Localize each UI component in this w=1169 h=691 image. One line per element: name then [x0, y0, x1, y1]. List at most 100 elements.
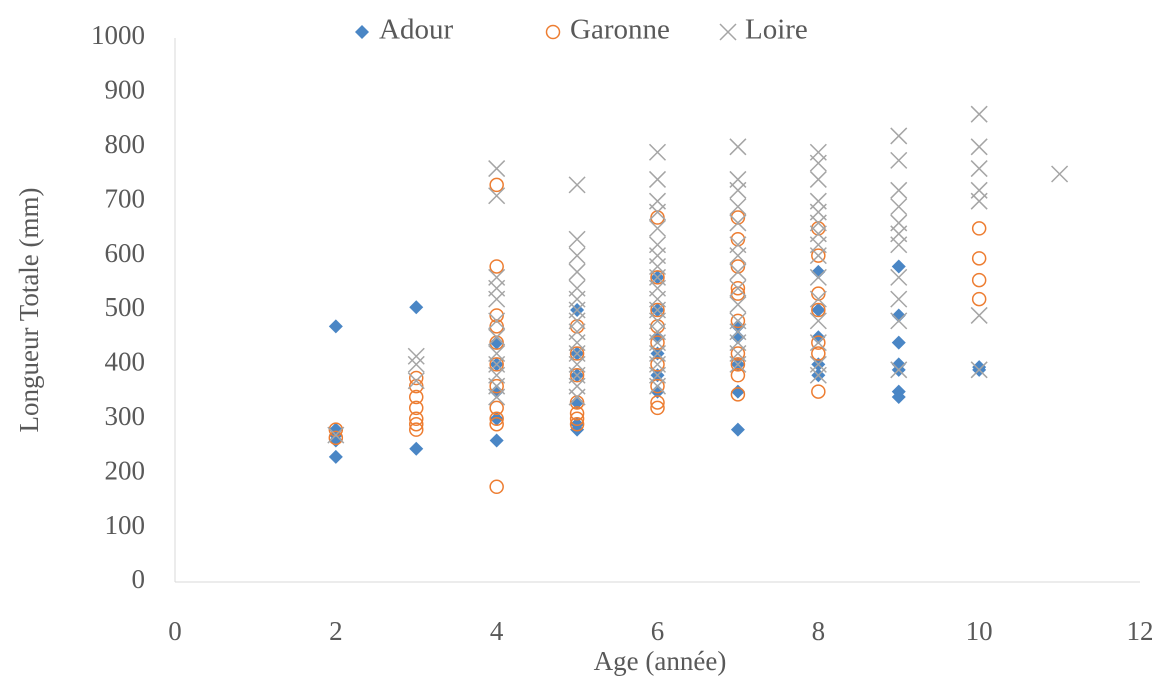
point: [489, 433, 504, 448]
point: [488, 160, 506, 178]
y-tick-label: 700: [105, 183, 146, 213]
point: [809, 290, 827, 308]
legend-label: Adour: [379, 14, 453, 46]
y-tick-label: 300: [105, 401, 146, 431]
point: [650, 384, 665, 399]
point: [811, 346, 826, 361]
point: [489, 335, 504, 350]
point: [570, 422, 585, 437]
point: [730, 422, 745, 437]
point: [327, 426, 345, 444]
point: [489, 357, 504, 372]
point: [811, 335, 826, 350]
point: [648, 219, 667, 237]
point: [328, 430, 344, 446]
point: [648, 377, 667, 395]
point: [409, 422, 424, 437]
y-tick-label: 800: [105, 129, 146, 159]
point: [971, 272, 987, 288]
point: [729, 355, 747, 373]
point: [890, 312, 908, 330]
point: [650, 395, 665, 410]
legend-label: Loire: [745, 14, 808, 46]
point: [489, 177, 504, 193]
y-tick-label: 0: [132, 564, 146, 594]
point: [568, 230, 586, 248]
point: [488, 388, 506, 406]
point: [809, 268, 827, 286]
point: [730, 280, 746, 296]
y-tick-label: 900: [105, 75, 146, 105]
point: [809, 312, 827, 330]
point: [570, 395, 585, 410]
point: [811, 330, 826, 345]
point: [407, 347, 425, 365]
point: [409, 416, 424, 432]
point: [811, 302, 826, 318]
point: [648, 203, 667, 221]
point: [650, 330, 665, 345]
point: [489, 259, 504, 274]
y-axis-title: Longueur Totale (mm): [14, 187, 44, 432]
point: [730, 313, 746, 329]
point: [729, 138, 747, 156]
point: [730, 346, 746, 361]
point: [729, 214, 747, 232]
point: [409, 411, 424, 427]
point: [489, 400, 504, 416]
point: [809, 334, 827, 352]
point: [650, 270, 665, 285]
x-tick-label: 12: [1127, 616, 1154, 646]
point: [971, 221, 987, 236]
point: [970, 306, 988, 324]
point: [891, 390, 906, 405]
y-tick-label: 200: [105, 455, 146, 485]
legend-label: Garonne: [570, 14, 670, 46]
point: [970, 105, 988, 123]
point: [409, 370, 424, 386]
point: [650, 335, 665, 350]
point: [729, 296, 747, 314]
point: [569, 346, 585, 361]
point: [568, 263, 586, 281]
point: [409, 300, 424, 315]
point: [569, 406, 585, 421]
point: [488, 312, 506, 330]
point: [809, 247, 827, 265]
point: [489, 411, 504, 426]
point: [890, 290, 908, 308]
point: [890, 181, 908, 199]
point: [328, 319, 343, 334]
point: [650, 302, 665, 318]
point: [650, 400, 665, 416]
y-tick-label: 100: [105, 510, 146, 540]
point: [488, 328, 506, 346]
legend-marker: [355, 25, 369, 39]
point: [890, 198, 908, 216]
point: [890, 268, 908, 286]
point: [891, 335, 906, 350]
point: [648, 143, 667, 161]
y-tick-label: 400: [105, 347, 146, 377]
point: [891, 308, 906, 323]
point: [811, 248, 826, 263]
point: [971, 251, 987, 266]
point: [488, 290, 506, 308]
point: [1051, 165, 1069, 183]
point: [568, 388, 586, 406]
point: [568, 176, 586, 194]
point: [730, 357, 746, 372]
point: [489, 378, 504, 394]
x-tick-label: 8: [812, 616, 826, 646]
point: [407, 372, 425, 390]
point: [970, 361, 988, 379]
point: [489, 411, 504, 427]
point: [409, 389, 424, 405]
point: [730, 319, 745, 334]
y-tick-label: 500: [105, 292, 146, 322]
y-tick-label: 600: [105, 238, 146, 268]
point: [970, 138, 988, 156]
point: [407, 355, 425, 373]
point: [569, 368, 585, 383]
point: [730, 384, 745, 399]
